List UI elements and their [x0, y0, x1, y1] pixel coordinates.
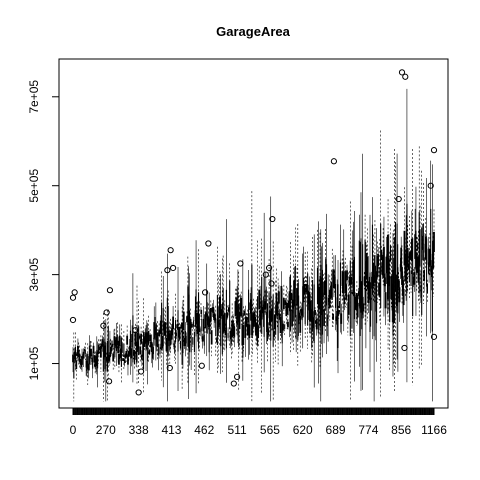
- outlier-point: [265, 264, 273, 272]
- outlier-point: [269, 215, 276, 223]
- outlier-point: [135, 389, 142, 396]
- x-tick-label: 338: [129, 423, 149, 437]
- outlier-point: [401, 344, 408, 352]
- outlier-point: [237, 260, 244, 267]
- outlier-point: [430, 333, 438, 340]
- outlier-point: [106, 287, 114, 294]
- outlier-points: [69, 69, 438, 396]
- outlier-point: [71, 289, 78, 296]
- x-tick-label: 620: [293, 423, 313, 437]
- chart-title: GarageArea: [216, 24, 290, 39]
- outlier-point: [132, 327, 139, 334]
- outlier-point: [427, 182, 434, 189]
- outlier-point: [106, 378, 113, 385]
- outlier-point: [198, 362, 205, 369]
- y-tick-label: 5e+05: [27, 169, 41, 203]
- x-tick-label: 565: [260, 423, 280, 437]
- outlier-point: [395, 195, 402, 203]
- box-marks: [72, 88, 435, 402]
- y-axis: 1e+05 3e+05 5e+05 7e+05: [27, 80, 59, 380]
- outlier-point: [205, 240, 212, 247]
- y-tick-label: 7e+05: [27, 80, 41, 114]
- x-tick-label: 511: [228, 423, 247, 437]
- outlier-point: [430, 147, 438, 154]
- y-tick-label: 1e+05: [27, 346, 41, 380]
- outlier-point: [233, 373, 241, 380]
- y-tick-label: 3e+05: [27, 257, 41, 291]
- outlier-point: [330, 158, 338, 165]
- x-tick-label: 270: [96, 423, 116, 437]
- x-axis: 0 270 338 413 462 511 565 620 689 774 856 1166: [70, 407, 447, 437]
- x-tick-label: 856: [391, 423, 411, 437]
- outlier-point: [167, 247, 174, 254]
- outlier-point: [230, 380, 237, 387]
- outlier-point: [164, 267, 171, 274]
- x-tick-label: 1166: [421, 423, 447, 437]
- outlier-point: [69, 316, 77, 324]
- plot-frame: [58, 58, 449, 409]
- x-tick-label: 689: [326, 423, 346, 437]
- outlier-point: [201, 289, 209, 296]
- outlier-point: [100, 322, 107, 329]
- outlier-point: [402, 73, 409, 80]
- outlier-point: [69, 294, 77, 301]
- x-tick-label: 462: [194, 423, 214, 437]
- x-tick-label: 413: [161, 423, 181, 437]
- x-tick-label: 0: [70, 423, 77, 437]
- outlier-point: [268, 280, 275, 287]
- outlier-point: [169, 264, 177, 272]
- outlier-point: [137, 368, 145, 375]
- x-tick-label: 774: [358, 423, 378, 437]
- outlier-point: [262, 271, 269, 278]
- outlier-point: [166, 364, 173, 372]
- outlier-point: [398, 69, 406, 76]
- outlier-point: [103, 309, 110, 316]
